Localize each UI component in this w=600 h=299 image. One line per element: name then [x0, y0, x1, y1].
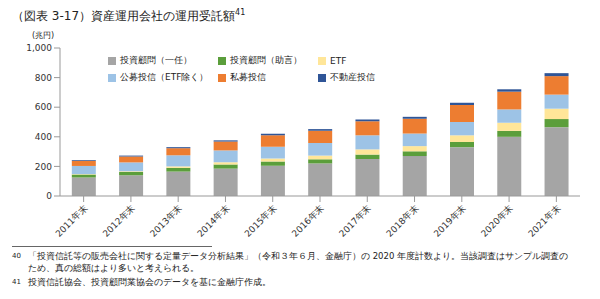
html-text:投資信託協会、投資顧問業協会のデータを基に金融庁作成。: 投資信託協会、投資顧問業協会のデータを基に金融庁作成。: [28, 277, 271, 287]
html-text:私募投信: 私募投信: [230, 72, 266, 82]
html-text:40: 40: [12, 252, 21, 260]
svg-text:200: 200: [35, 162, 52, 172]
svg-text:600: 600: [35, 102, 52, 112]
html-text:41: 41: [12, 278, 21, 286]
svg-text:2015年末: 2015年末: [243, 203, 279, 239]
svg-text:800: 800: [35, 73, 52, 83]
svg-text:2014年末: 2014年末: [195, 203, 231, 239]
svg-text:2019年末: 2019年末: [432, 203, 468, 239]
svg-text:2020年末: 2020年末: [479, 203, 515, 239]
html-text:不動産投信: 不動産投信: [330, 72, 375, 82]
svg-text:0: 0: [46, 191, 52, 201]
html-text:公募投信（ETF除く）: 公募投信（ETF除く）: [120, 72, 209, 82]
svg-text:2016年末: 2016年末: [290, 203, 326, 239]
html-text:ETF: ETF: [330, 55, 347, 66]
html-text:（図表 3-17）資産運用会社の運用受託額41: （図表 3-17）資産運用会社の運用受託額41: [12, 8, 246, 23]
svg-text:2021年末: 2021年末: [526, 203, 562, 239]
html-text:投資顧問（助言）: 投資顧問（助言）: [230, 55, 302, 65]
svg-text:2011年末: 2011年末: [54, 203, 90, 239]
html-text:「投資信託等の販売会社に関する定量データ分析結果」（令和３年: 「投資信託等の販売会社に関する定量データ分析結果」（令和３年６月、金融庁）の 2…: [28, 251, 568, 273]
html-text:投資顧問（一任）: 投資顧問（一任）: [120, 55, 192, 65]
svg-text:2013年末: 2013年末: [148, 203, 184, 239]
svg-text:2018年末: 2018年末: [384, 203, 420, 239]
html-text:(兆円): (兆円): [32, 31, 55, 40]
svg-text:2012年末: 2012年末: [101, 203, 137, 239]
svg-text:2017年末: 2017年末: [337, 203, 373, 239]
svg-text:1,000: 1,000: [26, 43, 52, 53]
svg-text:400: 400: [35, 132, 52, 142]
